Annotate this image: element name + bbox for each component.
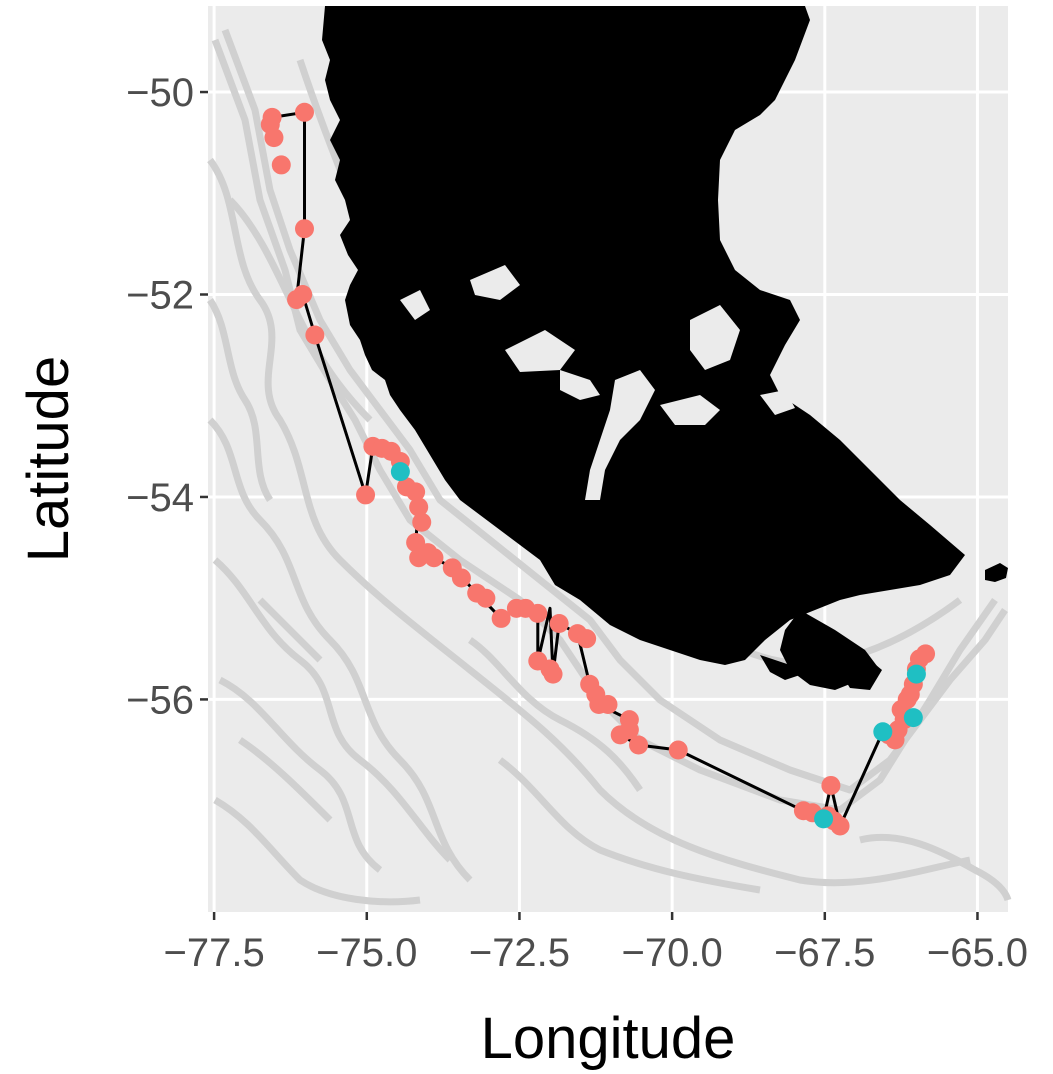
highlight-point [814,809,834,829]
location-point [305,325,325,345]
location-point [830,816,850,836]
x-tick-label: −65.0 [927,931,1028,975]
x-axis-title: Longitude [481,1006,736,1071]
plot-panel [207,6,1012,912]
highlight-point [390,462,410,482]
location-point [629,735,649,755]
highlight-point [906,664,926,684]
y-tick-label: −56 [126,678,194,722]
location-point [294,219,314,239]
location-point [412,512,432,532]
water-channels [400,265,795,500]
location-point [294,102,314,122]
location-point [356,485,376,505]
location-point [528,603,548,623]
location-point [264,128,284,148]
land-masses [322,6,1008,690]
location-point [271,155,291,175]
location-point [409,497,429,517]
y-tick-label: −52 [126,274,194,318]
highlight-point [873,722,893,742]
location-point [424,548,444,568]
x-tick-label: −70.0 [622,931,723,975]
location-point [668,740,688,760]
y-axis-title: Latitude [16,356,81,562]
x-tick-label: −75.0 [316,931,417,975]
location-point [821,775,841,795]
location-point [598,694,618,714]
location-point [916,644,936,664]
location-point [577,629,597,649]
location-point [476,588,496,608]
x-axis-ticks: −77.5 −75.0 −72.5 −70.0 −67.5 −65.0 [163,912,1028,975]
highlight-point [903,708,923,728]
x-tick-label: −77.5 [163,931,264,975]
y-tick-label: −50 [126,71,194,115]
x-tick-label: −72.5 [469,931,570,975]
location-point [491,608,511,628]
location-point [406,482,426,502]
location-point [543,664,563,684]
x-tick-label: −67.5 [774,931,875,975]
points-layer [260,102,936,836]
location-point [451,568,471,588]
location-point [293,285,313,305]
y-axis-ticks: −50 −52 −54 −56 [126,71,208,722]
axes: −77.5 −75.0 −72.5 −70.0 −67.5 −65.0 −50 −52 −54… [16,71,1028,1071]
location-point [549,613,569,633]
location-point [610,725,630,745]
y-tick-label: −54 [126,476,194,520]
